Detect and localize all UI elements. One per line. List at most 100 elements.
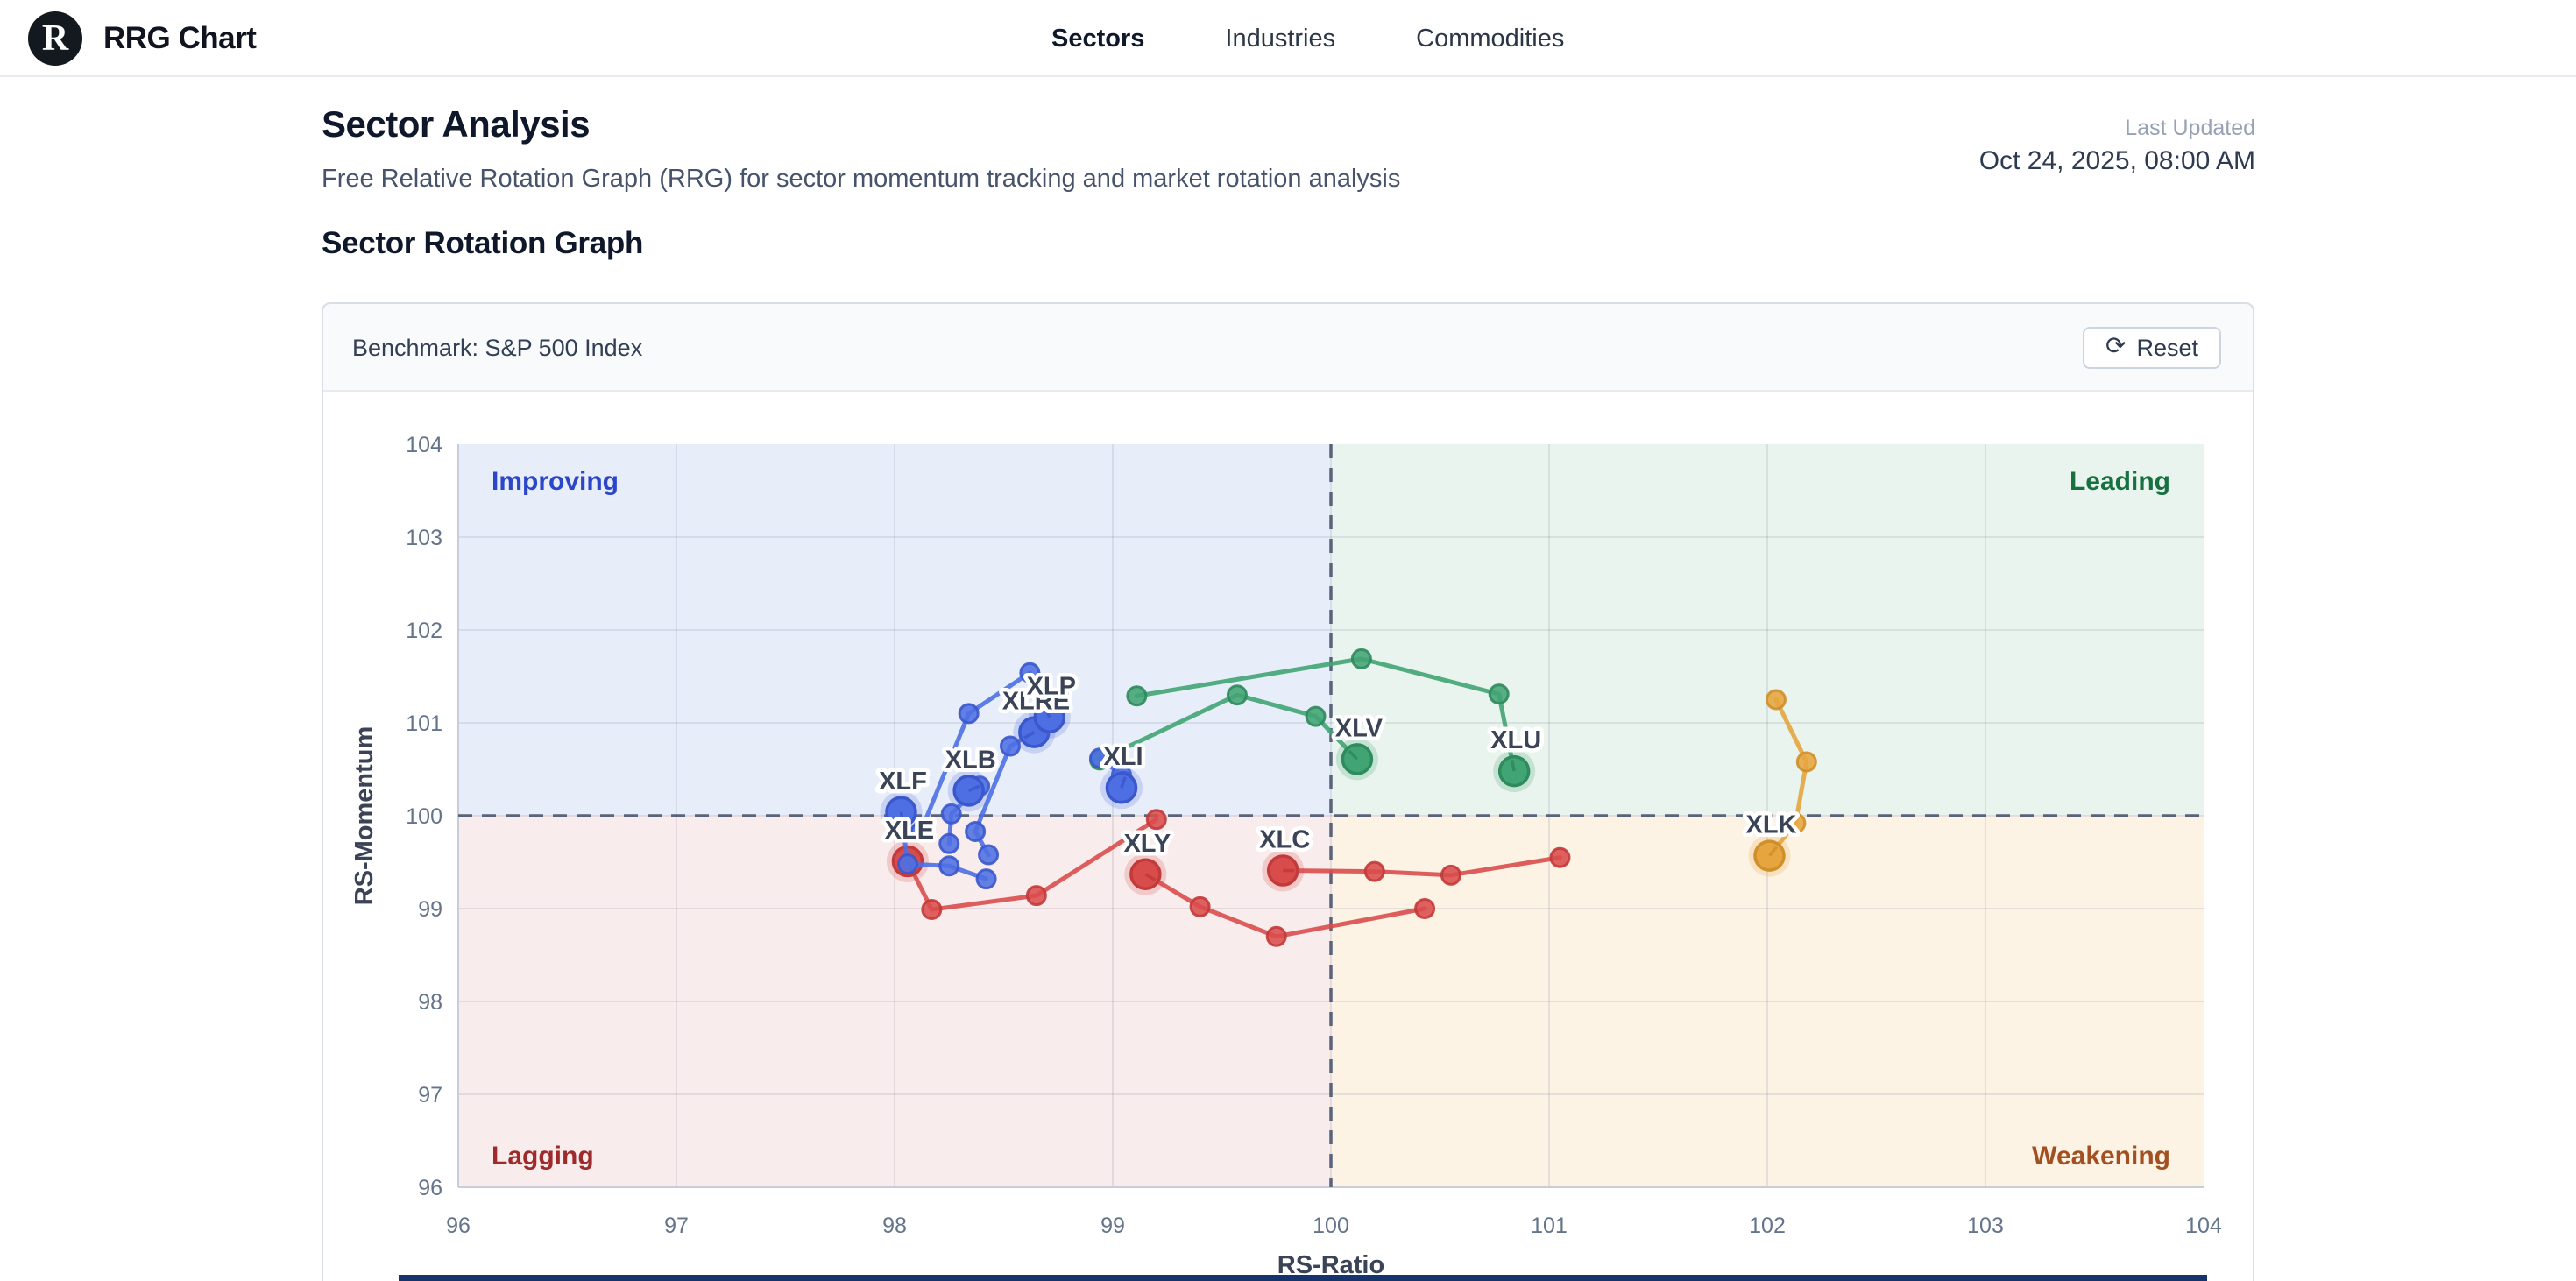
last-updated-label: Last Updated (2125, 116, 2255, 140)
series-XLP-head[interactable] (1033, 701, 1066, 733)
reset-button-label: Reset (2136, 334, 2198, 361)
series-XLV-point[interactable] (1226, 684, 1248, 706)
brand-name: RRG Chart (103, 21, 257, 55)
y-tick-label: 104 (406, 433, 442, 457)
series-XLI-point[interactable] (1089, 747, 1111, 769)
next-section-strip (399, 1275, 2207, 1281)
series-XLF-point[interactable] (938, 855, 960, 877)
rrg-plot-svg: Improving Leading Lagging Weakening XLV XLU XL… (350, 433, 2222, 1279)
series-XLI-label: XLI (1103, 743, 1143, 771)
series-XLB-head-direction-tick (967, 784, 980, 792)
series-XLY-point[interactable] (1189, 895, 1211, 917)
series-XLU-point[interactable] (1488, 683, 1510, 705)
series-XLK-point[interactable] (1765, 689, 1787, 711)
series-XLK-point[interactable] (1795, 751, 1817, 773)
page-subtitle: Free Relative Rotation Graph (RRG) for s… (322, 165, 1401, 193)
series-XLP-label: XLP (1027, 673, 1076, 701)
last-updated-value: Oct 24, 2025, 08:00 AM (1978, 146, 2255, 175)
series-XLB-head[interactable] (952, 775, 985, 807)
series-XLY-label: XLY (1123, 830, 1171, 858)
series-XLP-point[interactable] (1019, 662, 1041, 683)
series-XLV-point[interactable] (1305, 705, 1327, 727)
series-XLP-point[interactable] (909, 821, 931, 843)
series-XLRE-point[interactable] (965, 821, 987, 843)
nav-tab-sectors[interactable]: Sectors (1051, 24, 1145, 53)
series-XLRE-label: XLRE (1002, 688, 1070, 716)
series-XLY-point[interactable] (1414, 898, 1436, 919)
x-tick-label: 102 (1749, 1214, 1786, 1238)
series-XLF-trail (898, 810, 989, 881)
quadrant-weakening (1331, 816, 2204, 1187)
series-XLE-label: XLE (885, 817, 934, 845)
series-XLI-head-direction-tick (1120, 776, 1127, 789)
series-XLE-point[interactable] (921, 899, 943, 921)
page-title: Sector Analysis (322, 103, 591, 145)
y-tick-label: 98 (418, 990, 442, 1015)
x-axis-title: RS-Ratio (1277, 1251, 1384, 1279)
series-XLU-point[interactable] (1350, 648, 1372, 669)
series-XLK-point[interactable] (1785, 812, 1807, 834)
nav-tab-commodities[interactable]: Commodities (1416, 24, 1565, 53)
y-tick-label: 99 (418, 897, 442, 922)
series-XLB-label: XLB (945, 746, 996, 774)
quadrant-lagging (458, 816, 1331, 1187)
series-XLV-head-direction-tick (1348, 749, 1359, 761)
brand[interactable]: R RRG Chart (28, 0, 257, 77)
x-tick-label: 104 (2185, 1214, 2222, 1238)
rrg-chart-card: Benchmark: S&P 500 Index ⟳ Reset Improvi… (322, 302, 2254, 1281)
series-XLF-label: XLF (879, 768, 927, 796)
series-XLRE-head-direction-tick (1023, 731, 1036, 740)
series-XLU-trail (1134, 656, 1517, 774)
series-XLE-point[interactable] (1145, 809, 1167, 831)
chart-card-header: Benchmark: S&P 500 Index ⟳ Reset (323, 304, 2253, 392)
series-XLRE-point[interactable] (999, 735, 1021, 757)
x-tick-label: 101 (1531, 1214, 1568, 1238)
y-tick-label: 96 (418, 1176, 442, 1200)
rrg-logo-icon: R (28, 11, 82, 66)
series-XLU-label: XLU (1490, 726, 1541, 754)
series-XLY-point[interactable] (1265, 925, 1287, 947)
series-XLB-point[interactable] (940, 803, 962, 825)
series-XLF-point[interactable] (975, 868, 997, 890)
y-tick-label: 100 (406, 804, 442, 829)
series-XLV-trail (1097, 692, 1360, 762)
series-XLP-point[interactable] (958, 703, 980, 725)
series-XLY-head-direction-tick (1144, 873, 1157, 881)
top-navigation-bar: R RRG Chart Sectors Industries Commoditi… (0, 0, 2576, 77)
x-tick-label: 97 (664, 1214, 689, 1238)
series-XLC-label: XLC (1259, 826, 1310, 854)
series-XLY-trail (1143, 872, 1427, 939)
y-tick-label: 97 (418, 1083, 442, 1108)
last-updated: Last Updated Oct 24, 2025, 08:00 AM (1979, 116, 2255, 176)
rrg-plot-area: Improving Leading Lagging Weakening XLV XLU XL… (323, 392, 2253, 1281)
x-tick-label: 96 (446, 1214, 471, 1238)
y-tick-label: 101 (406, 711, 442, 736)
benchmark-label: Benchmark: S&P 500 Index (352, 334, 643, 361)
section-title: Sector Rotation Graph (322, 226, 644, 260)
reset-button[interactable]: ⟳ Reset (2082, 327, 2221, 369)
series-XLC-trail (1280, 855, 1562, 878)
reset-icon: ⟳ (2105, 332, 2127, 359)
main-nav: Sectors Industries Commodities (1051, 0, 1564, 77)
series-XLE-point[interactable] (1025, 885, 1047, 907)
series-XLC-point[interactable] (1363, 860, 1385, 882)
series-XLC-point[interactable] (1440, 864, 1461, 886)
series-XLK-label: XLK (1745, 811, 1796, 839)
series-XLK-trail (1766, 697, 1809, 859)
x-tick-label: 103 (1967, 1214, 2004, 1238)
series-XLF-point[interactable] (896, 853, 918, 875)
x-tick-label: 99 (1100, 1214, 1125, 1238)
series-XLI-head[interactable] (1105, 771, 1138, 804)
quadrant-leading (1331, 444, 2204, 816)
series-XLB-point[interactable] (938, 832, 960, 854)
quadrant-label-improving: Improving (492, 467, 619, 496)
series-XLC-point[interactable] (1549, 846, 1571, 868)
nav-tab-industries[interactable]: Industries (1225, 24, 1336, 53)
quadrant-label-leading: Leading (2070, 467, 2170, 496)
quadrant-improving (458, 444, 1331, 816)
series-XLRE-point[interactable] (978, 844, 1000, 866)
x-tick-label: 100 (1313, 1214, 1349, 1238)
series-XLK-head-direction-tick (1768, 846, 1779, 857)
series-XLU-point[interactable] (1126, 685, 1148, 707)
